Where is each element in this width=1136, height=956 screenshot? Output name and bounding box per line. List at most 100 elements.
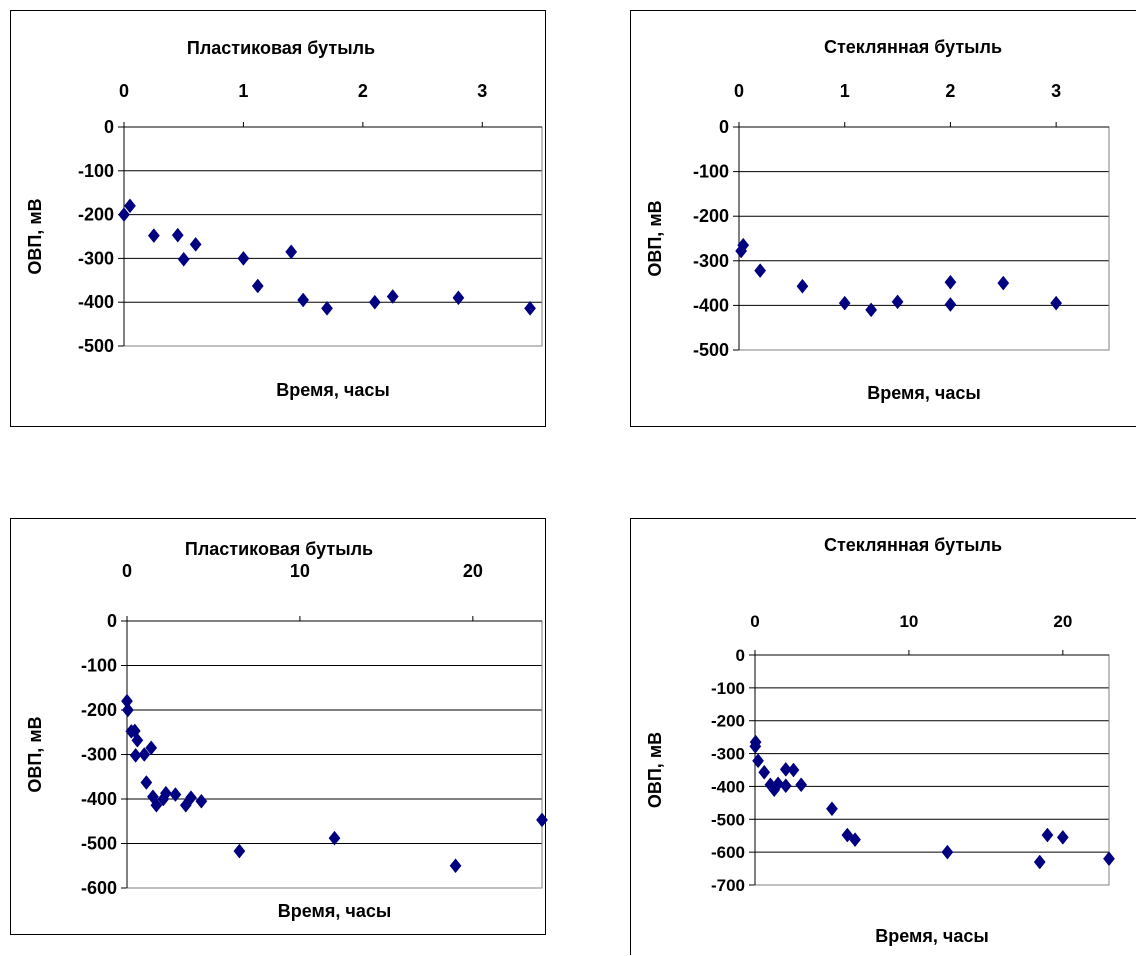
data-point [749,734,762,750]
data-point [169,787,182,802]
y-tick-label: 0 [736,646,745,665]
x-tick-label: 0 [122,561,132,581]
data-point [772,776,785,792]
data-point [328,830,341,846]
x-axis-label: Время, часы [276,380,389,400]
data-point [452,290,465,306]
y-tick-label: -400 [711,777,745,796]
data-point [185,790,197,806]
y-tick-label: -100 [711,679,745,698]
data-point [297,292,310,308]
data-point [145,740,158,756]
y-tick-label: -200 [693,206,729,226]
x-tick-label: 2 [945,81,955,101]
data-point [752,753,764,769]
data-point [251,278,264,294]
data-point [779,761,792,777]
data-point [321,300,333,316]
data-point [754,263,767,279]
y-tick-label: -100 [81,656,117,676]
data-point [1033,854,1046,870]
data-point [826,801,838,817]
data-point [796,278,809,294]
chart-title: Пластиковая бутыль [187,38,375,58]
chart-svg: 0 -100 -200 -300 -400 -500 0 1 2 3 Пластиковая бут… [25,38,543,400]
data-point [386,289,399,304]
data-point [129,747,142,763]
data-point [849,832,861,848]
data-point [150,797,163,813]
chart-svg: 0 -100 -200 -300 -400 -500 -600 -700 0 10 20 Стекля… [645,535,1115,946]
x-tick-label: 0 [750,612,759,631]
y-tick-label: -400 [693,295,729,315]
data-point [131,732,144,748]
data-point [865,302,878,318]
y-tick-label: -100 [693,162,729,182]
y-tick-label: -500 [711,810,745,829]
y-tick-label: -300 [78,248,114,268]
data-point [944,274,957,290]
data-point [891,294,904,310]
data-point [779,778,792,794]
x-axis-label: Время, часы [875,926,988,946]
y-tick-label: -100 [78,161,114,181]
data-point [138,747,151,762]
y-tick-label: -500 [693,340,729,360]
data-point [1103,851,1115,867]
data-point [1041,827,1054,843]
data-point [195,793,208,809]
chart-title: Стеклянная бутыль [824,535,1002,555]
data-point [237,250,250,266]
y-tick-label: -600 [711,843,745,862]
data-point [944,297,957,312]
data-point [124,198,136,214]
data-point [159,785,172,801]
data-point [449,858,462,874]
y-axis-label: ОВП, мВ [25,198,45,274]
y-tick-label: -300 [711,745,745,764]
data-point [147,228,160,244]
y-tick-label: -500 [81,834,117,854]
data-point [233,843,246,859]
chart-glass-bottle-long: 0 -100 -200 -300 -400 -500 -600 -700 0 10 20 Стекля… [630,518,1136,955]
data-point [368,294,381,310]
data-point [285,244,298,260]
y-tick-label: -400 [81,789,117,809]
data-point [795,777,808,793]
x-tick-label: 1 [238,81,248,101]
y-tick-label: -600 [81,878,117,898]
data-point [787,762,800,778]
data-point [121,702,134,718]
x-tick-label: 3 [477,81,487,101]
y-tick-label: -200 [81,700,117,720]
data-point [189,236,202,252]
y-axis-label: ОВП, мВ [645,200,665,276]
data-point [758,764,771,780]
data-point [737,237,750,253]
data-point [118,207,130,223]
data-point [536,812,548,828]
x-tick-label: 0 [734,81,744,101]
data-point [997,275,1010,291]
x-tick-label: 2 [358,81,368,101]
chart-svg: 0 -100 -200 -300 -400 -500 0 1 2 3 Стеклянная буты… [645,37,1110,403]
data-point [140,775,153,790]
plot-area [123,126,543,347]
y-tick-label: -200 [711,712,745,731]
y-tick-label: -300 [693,251,729,271]
x-axis-label: Время, часы [867,383,980,403]
chart-plastic-bottle-short: 0 -100 -200 -300 -400 -500 0 1 2 3 Пластиковая бут… [10,10,546,427]
x-tick-label: 20 [463,561,483,581]
y-axis-label: ОВП, мВ [645,732,665,808]
y-tick-label: -400 [78,292,114,312]
data-point [171,227,184,243]
chart-svg: 0 -100 -200 -300 -400 -500 -600 0 10 20 Пластикова… [25,539,548,921]
x-tick-label: 0 [119,81,129,101]
y-tick-label: -700 [711,876,745,895]
y-axis-label: ОВП, мВ [25,716,45,792]
chart-title: Пластиковая бутыль [185,539,373,559]
data-point [941,844,954,860]
x-tick-label: 1 [840,81,850,101]
plot-area [754,654,1110,886]
x-tick-label: 3 [1051,81,1061,101]
